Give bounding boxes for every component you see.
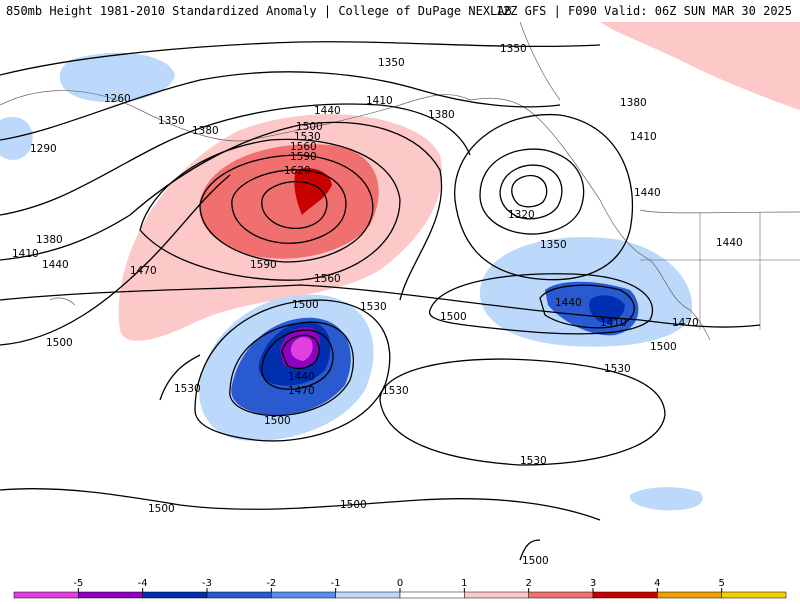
contour-label: 1500: [46, 337, 73, 349]
contour-label: 1560: [290, 141, 317, 153]
colorbar-swatch: [206, 591, 272, 599]
contour-label: 1530: [520, 455, 547, 467]
contour-label: 1380: [428, 109, 455, 121]
colorbar-ticks: -5 -4 -3 -2 -1 0 1 2 3 4 5: [73, 578, 725, 592]
contour-label: 1350: [500, 43, 527, 55]
contour-label: 1440: [634, 187, 661, 199]
anomaly-shading: [0, 22, 800, 511]
colorbar-swatch: [721, 591, 787, 599]
colorbar-swatch: [399, 591, 465, 599]
contour-label: 1410: [630, 131, 657, 143]
contour-label: 1410: [12, 248, 39, 260]
colorbar-swatch: [528, 591, 594, 599]
contour-label: 1470: [672, 317, 699, 329]
map-title: 850mb Height 1981-2010 Standardized Anom…: [6, 4, 512, 18]
contour-label: 1530: [604, 363, 631, 375]
colorbar-swatch: [657, 591, 722, 599]
colorbar-tick-label: -4: [138, 578, 148, 589]
contour-label: 1500: [296, 121, 323, 133]
contour-label: 1530: [382, 385, 409, 397]
model-valid-time: 12Z GFS | F090 Valid: 06Z SUN MAR 30 202…: [495, 4, 792, 18]
contour-label: 1290: [30, 143, 57, 155]
contour-label: 1500: [522, 555, 549, 567]
contour-label: 1500: [292, 299, 319, 311]
contour-label: 1470: [288, 385, 315, 397]
colorbar-swatch: [335, 591, 401, 599]
contour-label: 1350: [378, 57, 405, 69]
contour-label: 1350: [540, 239, 567, 251]
contour-label: 1440: [288, 371, 315, 383]
contour-label: 1260: [104, 93, 131, 105]
colorbar-tick-label: -5: [73, 578, 83, 589]
height-contours: [0, 41, 761, 561]
colorbar-swatch: [142, 591, 208, 599]
colorbar-swatch: [592, 591, 658, 599]
header-bar: 850mb Height 1981-2010 Standardized Anom…: [0, 0, 800, 22]
contour-label: 1380: [620, 97, 647, 109]
coastlines: [0, 22, 800, 341]
contour-label: 1530: [360, 301, 387, 313]
colorbar-tick-label: 2: [525, 578, 531, 589]
contour-label: 1350: [158, 115, 185, 127]
contour-label: 1440: [716, 237, 743, 249]
colorbar-tick-label: 1: [461, 578, 467, 589]
colorbar-swatch: [78, 591, 143, 599]
contour-label: 1380: [192, 125, 219, 137]
anomaly-map: 1350 1350 1260 1350 1380 1410 1380 1380 …: [0, 22, 800, 567]
contour-label: 1500: [650, 341, 677, 353]
contour-label: 1530: [294, 131, 321, 143]
contour-label: 1380: [36, 234, 63, 246]
contour-label: 1320: [508, 209, 535, 221]
colorbar-swatch: [464, 591, 529, 599]
colorbar-tick-label: 3: [590, 578, 596, 589]
contour-label: 1440: [314, 105, 341, 117]
contour-label: 1530: [174, 383, 201, 395]
colorbar-swatches: [13, 591, 787, 599]
contour-label: 1500: [340, 499, 367, 511]
colorbar-swatch: [271, 591, 336, 599]
contour-label: 1410: [600, 317, 627, 329]
colorbar-swatch: [13, 591, 79, 599]
colorbar-graphic: -5 -4 -3 -2 -1 0 1 2 3 4 5: [13, 578, 787, 599]
contour-label: 1620: [284, 165, 311, 177]
contour-label: 1440: [42, 259, 69, 271]
colorbar-tick-label: 5: [718, 578, 724, 589]
contour-label: 1410: [366, 95, 393, 107]
contour-label: 1560: [314, 273, 341, 285]
contour-labels: 1350 1350 1260 1350 1380 1410 1380 1380 …: [12, 43, 743, 567]
contour-label: 1440: [555, 297, 582, 309]
contour-label: 1470: [130, 265, 157, 277]
contour-label: 1590: [290, 151, 317, 163]
contour-label: 1500: [440, 311, 467, 323]
colorbar: -5 -4 -3 -2 -1 0 1 2 3 4 5: [0, 574, 800, 600]
contour-label: 1500: [264, 415, 291, 427]
colorbar-tick-label: -2: [266, 578, 276, 589]
colorbar-tick-label: -3: [202, 578, 212, 589]
contour-label: 1500: [148, 503, 175, 515]
colorbar-tick-label: -1: [331, 578, 341, 589]
colorbar-tick-label: 4: [654, 578, 660, 589]
contour-label: 1590: [250, 259, 277, 271]
colorbar-tick-label: 0: [397, 578, 403, 589]
